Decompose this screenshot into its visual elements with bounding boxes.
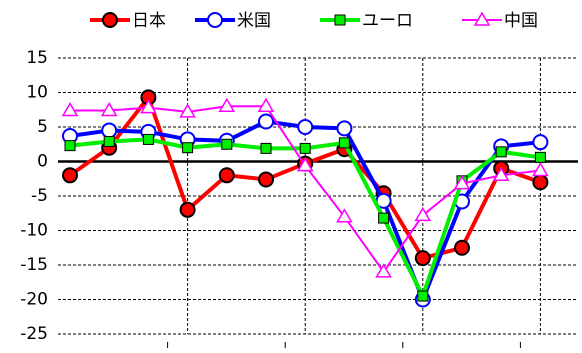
y-tick-label: -5 xyxy=(31,186,48,206)
marker xyxy=(101,122,118,139)
marker xyxy=(299,142,311,154)
marker xyxy=(296,157,314,172)
marker xyxy=(532,174,549,191)
marker xyxy=(260,142,272,154)
legend-label: 日本 xyxy=(132,11,166,31)
legend-label: 中国 xyxy=(504,11,538,31)
y-tick-label: -15 xyxy=(20,255,48,275)
y-tick-label: -25 xyxy=(20,324,48,344)
marker xyxy=(258,171,274,188)
marker xyxy=(103,135,115,147)
y-tick-label: 10 xyxy=(26,83,48,103)
y-tick-label: -10 xyxy=(20,221,48,241)
marker xyxy=(453,175,471,190)
marker xyxy=(61,101,79,117)
marker xyxy=(179,201,196,218)
marker xyxy=(495,146,507,158)
marker xyxy=(417,290,429,302)
marker xyxy=(454,239,470,256)
marker xyxy=(179,103,196,118)
marker xyxy=(257,97,275,113)
marker xyxy=(338,137,350,149)
marker xyxy=(221,138,233,150)
marker xyxy=(414,250,431,267)
marker xyxy=(218,167,235,184)
marker xyxy=(492,166,510,182)
y-tick-label: 5 xyxy=(37,117,48,137)
legend-label: ユーロ xyxy=(362,11,413,31)
marker xyxy=(218,97,236,113)
marker xyxy=(473,11,491,26)
marker xyxy=(336,208,353,223)
y-tick-label: 0 xyxy=(37,152,48,172)
y-tick-label: 15 xyxy=(26,48,48,68)
y-tick-label: -20 xyxy=(20,290,48,310)
marker xyxy=(62,167,78,184)
marker xyxy=(64,140,76,152)
marker xyxy=(336,120,353,137)
marker xyxy=(100,101,118,117)
marker xyxy=(258,113,274,130)
marker xyxy=(534,151,546,163)
marker xyxy=(182,142,194,154)
marker xyxy=(102,12,118,28)
marker xyxy=(414,206,432,222)
marker xyxy=(334,14,346,26)
marker xyxy=(207,12,223,28)
marker xyxy=(297,119,314,135)
marker xyxy=(375,263,392,278)
marker xyxy=(532,161,549,177)
legend-label: 米国 xyxy=(237,11,271,31)
marker xyxy=(532,134,549,151)
marker xyxy=(142,133,154,145)
marker xyxy=(140,99,157,114)
marker xyxy=(378,212,390,224)
